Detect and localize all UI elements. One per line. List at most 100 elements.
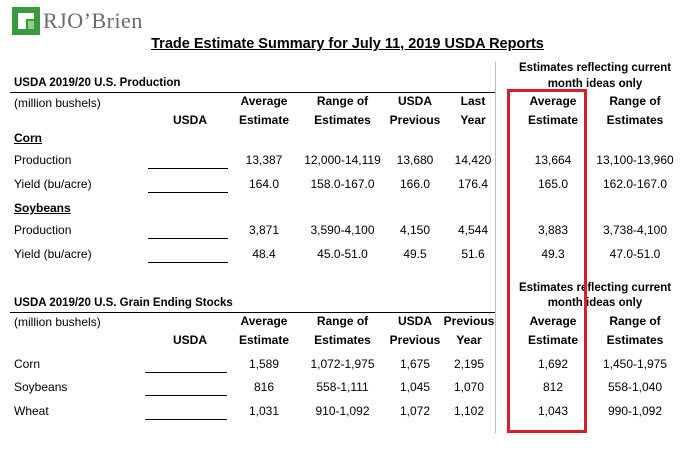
production-row-prev: 4,150: [399, 223, 431, 237]
stocks-row-cur-avg: 812: [542, 380, 564, 394]
production-header-prev1: USDA: [397, 94, 432, 108]
usda-blank-line: [145, 372, 227, 373]
production-row-last: 4,544: [457, 223, 489, 237]
production-row-cur-avg: 165.0: [537, 177, 569, 191]
production-row-avg: 3,871: [248, 223, 280, 237]
production-note-line2: month ideas only: [547, 78, 643, 90]
logo-text: RJO’Brien: [43, 8, 143, 33]
production-header-prev2: Previous: [389, 113, 441, 127]
stocks-row-label: Wheat: [14, 404, 49, 418]
production-row-range: 12,000-14,119: [304, 153, 381, 167]
production-row-last: 14,420: [454, 153, 492, 167]
production-header-cur-avg2: Estimate: [527, 113, 579, 127]
production-header-cur-range1: Range of: [609, 94, 661, 108]
production-header-cur-range2: Estimates: [606, 113, 664, 127]
usda-blank-line: [148, 238, 228, 239]
stocks-row-cur-range: 1,450-1,975: [602, 357, 668, 371]
production-header-rule: [10, 92, 495, 93]
production-header-last1: Last: [460, 94, 486, 108]
usda-blank-line: [148, 168, 228, 169]
stocks-header-prev2: Previous: [389, 333, 441, 347]
stocks-header-avg2: Estimate: [238, 333, 290, 347]
stocks-header-rule: [10, 312, 495, 313]
column-divider: [495, 62, 496, 433]
usda-blank-line: [148, 192, 228, 193]
stocks-section-title: USDA 2019/20 U.S. Grain Ending Stocks: [14, 297, 233, 309]
production-row-cur-range: 13,100-13,960: [596, 153, 674, 167]
production-row-cur-range: 162.0-167.0: [602, 177, 668, 191]
production-row-label: Production: [14, 153, 72, 167]
stocks-header-last2: Year: [456, 333, 482, 347]
production-row-range: 158.0-167.0: [310, 177, 375, 191]
production-header-avg2: Estimate: [238, 113, 290, 127]
stocks-header-avg1: Average: [240, 314, 288, 328]
stocks-row-cur-range: 990-1,092: [607, 404, 663, 418]
stocks-row-label: Corn: [14, 357, 41, 371]
production-row-cur-range: 47.0-51.0: [609, 247, 661, 261]
stocks-header-cur-range1: Range of: [609, 314, 661, 328]
production-row-cur-range: 3,738-4,100: [602, 223, 668, 237]
production-row-label: Yield (bu/acre): [14, 177, 92, 191]
page-title: Trade Estimate Summary for July 11, 2019…: [151, 36, 544, 52]
stocks-header-usda: USDA: [172, 333, 207, 347]
stocks-row-range: 1,072-1,975: [310, 357, 375, 371]
stocks-row-prev: 1,045: [399, 380, 431, 394]
production-row-avg: 164.0: [248, 177, 280, 191]
stocks-row-avg: 1,031: [248, 404, 280, 418]
stocks-row-cur-avg: 1,692: [537, 357, 569, 371]
production-row-prev: 49.5: [403, 247, 427, 261]
stocks-row-cur-range: 558-1,040: [607, 380, 663, 394]
production-row-cur-avg: 13,664: [534, 153, 572, 167]
stocks-row-prev: 1,675: [399, 357, 431, 371]
stocks-row-range: 558-1,111: [316, 380, 369, 394]
stocks-row-last: 1,102: [453, 404, 485, 418]
production-header-avg1: Average: [240, 94, 288, 108]
stocks-row-range: 910-1,092: [315, 404, 370, 418]
stocks-row-avg: 816: [253, 380, 275, 394]
production-header-range2: Estimates: [314, 113, 371, 127]
production-row-avg: 13,387: [245, 153, 283, 167]
stocks-row-label: Soybeans: [14, 380, 68, 394]
stocks-header-cur-avg1: Average: [529, 314, 577, 328]
production-row-label: Yield (bu/acre): [14, 247, 92, 261]
stocks-header-last1: Previous: [443, 314, 495, 328]
stocks-header-cur-range2: Estimates: [606, 333, 664, 347]
usda-blank-line: [148, 262, 228, 263]
stocks-row-cur-avg: 1,043: [537, 404, 569, 418]
stocks-header-prev1: USDA: [397, 314, 432, 328]
stocks-row-last: 1,070: [453, 380, 485, 394]
production-section-title: USDA 2019/20 U.S. Production: [14, 77, 181, 89]
production-header-range1: Range of: [316, 94, 369, 108]
production-row-last: 176.4: [457, 177, 489, 191]
production-row-last: 51.6: [461, 247, 485, 261]
stocks-row-avg: 1,589: [248, 357, 280, 371]
corn-group-label: Corn: [14, 131, 42, 145]
stocks-row-last: 2,195: [453, 357, 485, 371]
production-row-prev: 166.0: [399, 177, 431, 191]
production-header-last2: Year: [460, 113, 486, 127]
production-header-usda: USDA: [172, 113, 207, 127]
company-logo: RJO’Brien: [12, 6, 143, 36]
stocks-header-cur-avg2: Estimate: [527, 333, 579, 347]
production-units: (million bushels): [14, 96, 101, 110]
stocks-header-range1: Range of: [316, 314, 369, 328]
production-row-range: 3,590-4,100: [310, 223, 375, 237]
soybeans-group-label: Soybeans: [14, 201, 71, 215]
stocks-note-line2: month ideas only: [547, 297, 643, 309]
production-header-cur-avg1: Average: [529, 94, 577, 108]
production-row-cur-avg: 3,883: [537, 223, 569, 237]
usda-blank-line: [145, 419, 227, 420]
production-row-range: 45.0-51.0: [317, 247, 368, 261]
production-row-avg: 48.4: [252, 247, 276, 261]
logo-mark-icon: [12, 7, 40, 35]
production-row-prev: 13,680: [396, 153, 434, 167]
usda-blank-line: [145, 395, 227, 396]
production-row-label: Production: [14, 223, 72, 237]
highlight-box: [507, 89, 587, 433]
stocks-units: (million bushels): [14, 315, 101, 329]
stocks-header-range2: Estimates: [314, 333, 371, 347]
production-note-line1: Estimates reflecting current: [518, 62, 672, 74]
stocks-note-line1: Estimates reflecting current: [518, 282, 672, 294]
stocks-row-prev: 1,072: [399, 404, 431, 418]
production-row-cur-avg: 49.3: [541, 247, 565, 261]
